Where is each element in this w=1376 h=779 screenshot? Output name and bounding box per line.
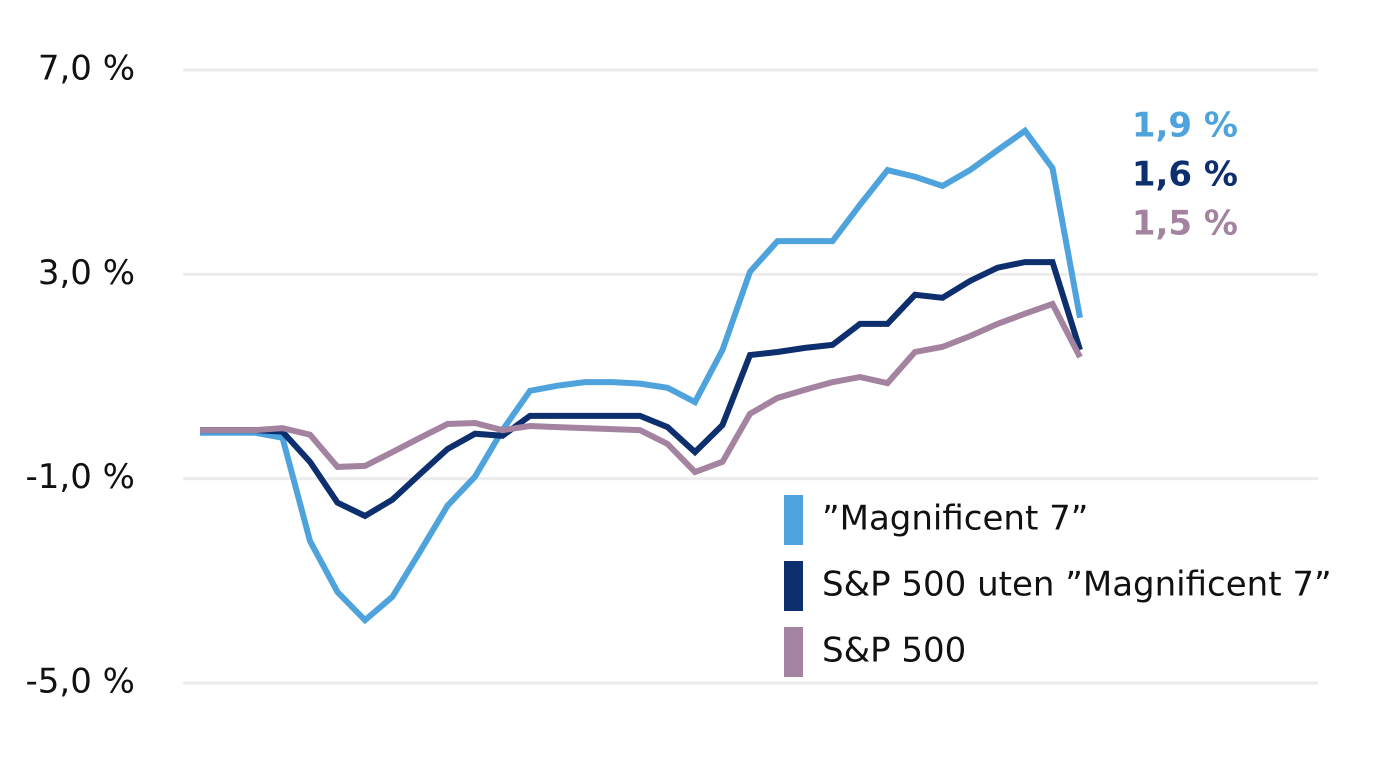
legend-swatch <box>784 561 803 611</box>
series-line <box>200 300 1083 476</box>
end-label: 1,6 % <box>1132 155 1238 195</box>
y-tick-label: 7,0 % <box>38 49 135 89</box>
legend-label: S&P 500 uten ”Magnificent 7” <box>822 565 1332 605</box>
legend-swatch <box>784 627 803 677</box>
legend-swatch <box>784 495 803 545</box>
y-tick-label: -5,0 % <box>26 662 135 702</box>
legend-label: S&P 500 <box>822 631 966 671</box>
legend-label: ”Magnificent 7” <box>822 499 1088 539</box>
end-label: 1,5 % <box>1132 204 1238 244</box>
series-line <box>200 126 1083 625</box>
end-label: 1,9 % <box>1132 106 1238 146</box>
y-tick-label: 3,0 % <box>38 253 135 293</box>
y-tick-label: -1,0 % <box>26 457 135 497</box>
series-line <box>200 259 1083 520</box>
